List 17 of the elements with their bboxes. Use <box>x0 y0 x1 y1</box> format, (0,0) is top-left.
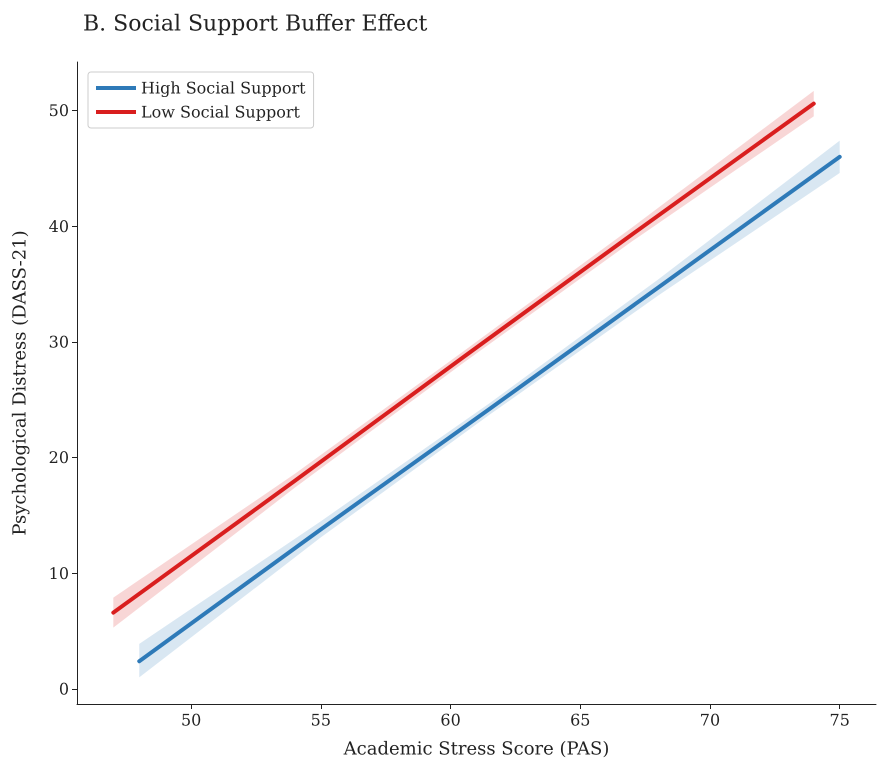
legend-label: Low Social Support <box>141 102 300 122</box>
x-tick-label: 75 <box>830 710 850 730</box>
x-tick-label: 50 <box>180 710 202 730</box>
y-tick-label: 40 <box>48 216 69 236</box>
x-tick-label: 70 <box>700 710 720 730</box>
y-tick-label: 50 <box>48 101 69 120</box>
x-axis-title: Academic Stress Score (PAS) <box>342 738 610 760</box>
y-axis-title: Psychological Distress (DASS-21) <box>10 230 30 536</box>
x-tick-label: 60 <box>440 710 461 730</box>
y-tick-label: 30 <box>48 332 69 352</box>
y-tick-label: 20 <box>48 448 69 468</box>
chart-title: B. Social Support Buffer Effect <box>83 12 428 36</box>
y-tick-label: 10 <box>48 564 69 583</box>
legend-label: High Social Support <box>141 78 306 98</box>
x-tick-label: 55 <box>310 710 332 730</box>
x-tick-label: 65 <box>570 710 590 730</box>
y-tick-label: 0 <box>58 679 69 698</box>
